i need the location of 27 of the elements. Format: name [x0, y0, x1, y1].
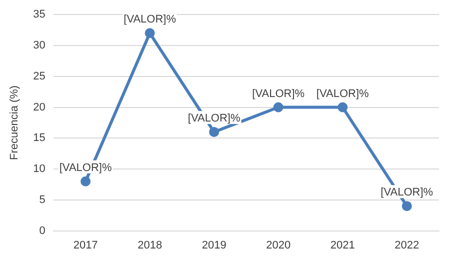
x-tick-label: 2022 [394, 239, 420, 252]
data-label: [VALOR]% [59, 162, 112, 174]
x-tick-label: 2018 [138, 239, 162, 252]
y-tick-label: 20 [33, 101, 46, 114]
point [144, 28, 155, 38]
data-label: [VALOR]% [380, 186, 434, 199]
x-tick-label: 2017 [73, 239, 98, 252]
x-tick-label: 2020 [266, 239, 291, 252]
y-tick-label: 30 [33, 40, 46, 52]
y-tick-label: 0 [39, 224, 46, 237]
point [338, 102, 348, 112]
data-label: [VALOR]% [316, 88, 370, 100]
data-label: [VALOR]% [124, 14, 176, 26]
x-tick-label: 2021 [330, 239, 355, 252]
y-tick-label: 15 [33, 132, 46, 144]
point [209, 126, 220, 137]
point [80, 176, 91, 186]
point [402, 201, 412, 212]
y-axis-title: Frecuencia (%) [8, 85, 21, 160]
data-label: [VALOR]% [188, 112, 240, 124]
y-tick-label: 35 [33, 8, 46, 21]
point [273, 102, 284, 112]
data-label: [VALOR]% [252, 88, 305, 100]
y-tick-label: 25 [33, 70, 46, 82]
x-tick-label: 2019 [202, 239, 226, 252]
y-tick-label: 5 [39, 194, 46, 206]
y-tick-label: 10 [33, 163, 46, 176]
